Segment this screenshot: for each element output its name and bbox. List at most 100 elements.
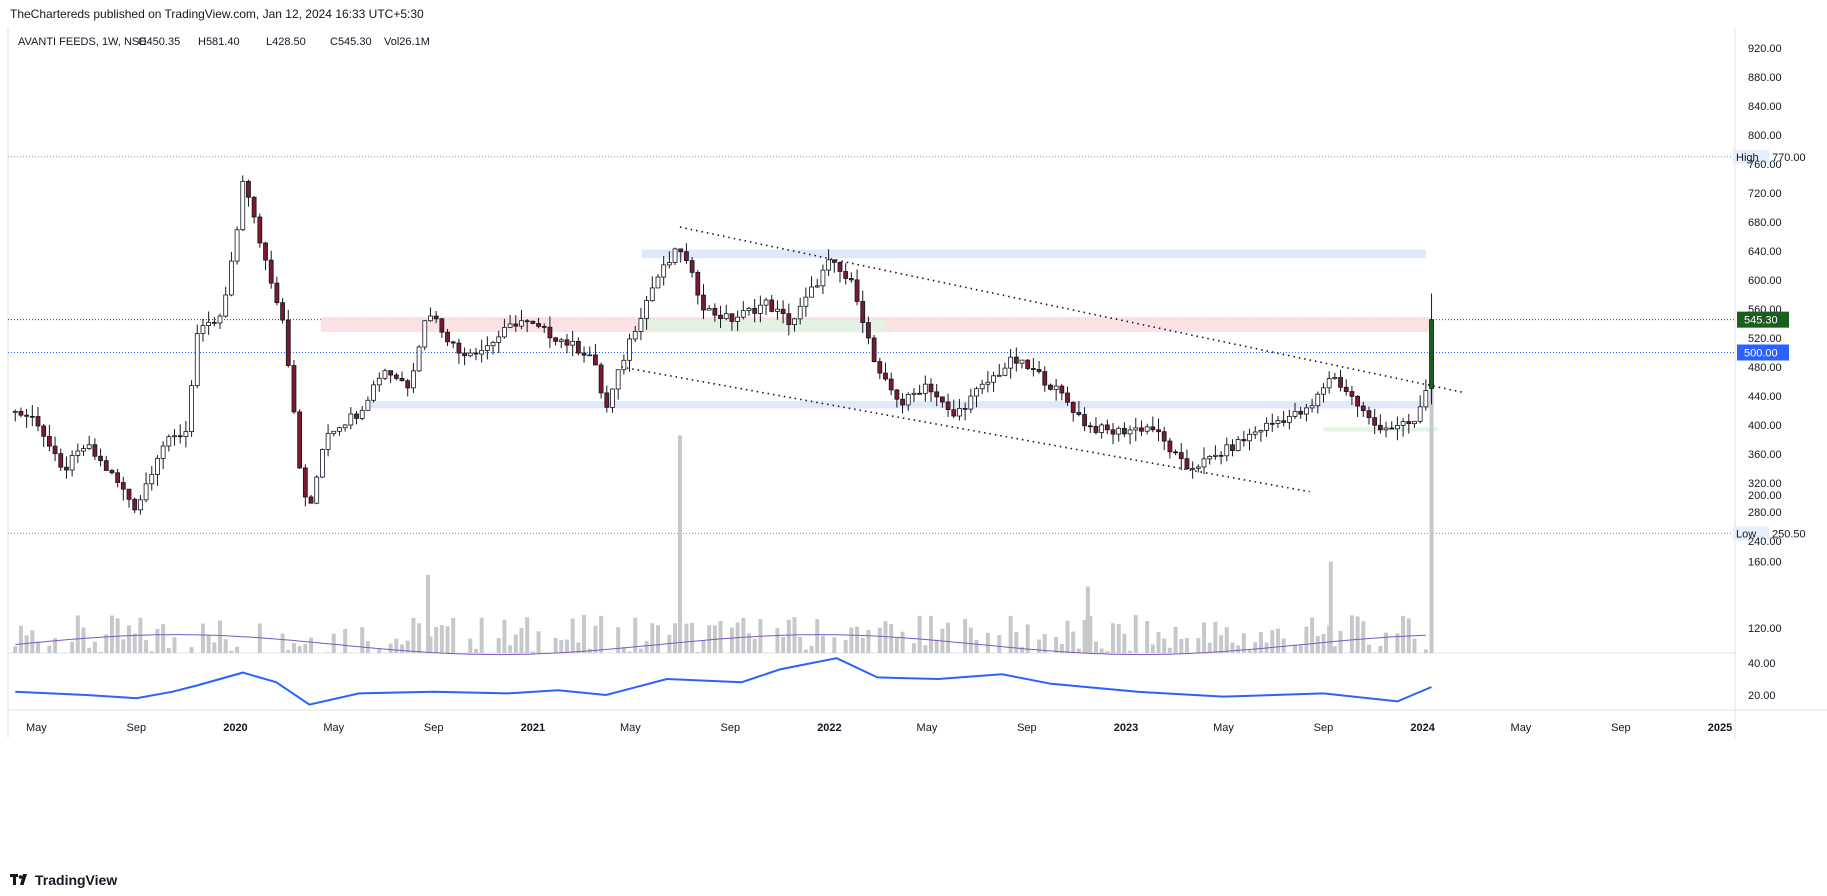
candle-body [974,388,979,397]
footer: TradingView [10,870,117,890]
volume-bar [479,617,484,653]
candle-body [1292,410,1298,417]
candle-body [1269,422,1275,425]
volume-bar [47,645,52,653]
candle-body [411,370,416,389]
candle-body [803,296,809,307]
candle-body [18,410,24,416]
marker-value-low: 250.50 [1772,528,1806,540]
candle-body [393,374,399,379]
legend-open: O450.35 [138,36,180,48]
candle-body [627,338,632,361]
volume-tick-label: 120.00 [1748,623,1782,635]
volume-bar [1116,624,1121,653]
candle-body [1275,420,1281,424]
candle-body [1167,440,1173,453]
volume-bar [1128,650,1133,653]
time-tick-label: Sep [721,722,741,734]
candle-body [98,455,103,462]
candle-body [1321,387,1326,395]
volume-bar [1037,639,1042,653]
price-tick-label: 520.00 [1748,333,1782,345]
volume-bar [781,636,786,653]
candle-body [502,326,507,338]
volume-bar [206,635,211,653]
volume-bar [1338,630,1343,653]
volume-bar [564,639,569,653]
candle-body [1195,466,1201,469]
candle-body [979,383,985,390]
candle-body [137,499,143,511]
time-tick-label: Sep [1611,722,1631,734]
candle-body [587,354,593,357]
time-tick-label: Sep [127,722,147,734]
marker-tag-low [1733,526,1769,541]
time-tick-label: 2021 [521,722,545,734]
time-tick-label: May [26,722,47,734]
volume-bar [627,651,632,653]
volume-bar [1111,623,1116,653]
volume-bar [360,627,365,653]
zone-blue-0 [641,249,1426,259]
volume-bar [235,646,240,653]
chart-frame[interactable]: High 770.00 Low 250.50 920.00 880.00 840.00 800… [0,28,1827,864]
candle-body [820,269,826,287]
time-tick-label: May [1213,722,1234,734]
candle-body [701,294,706,311]
candle-body [1150,426,1156,431]
candle-body [911,392,917,395]
price-tick-label: 600.00 [1748,275,1782,287]
volume-bar [1270,630,1275,653]
volume-bar [1224,627,1229,653]
volume-bar [690,622,695,653]
volume-bar [377,648,382,653]
price-tick-label: 440.00 [1748,391,1782,403]
legend: AVANTI FEEDS, 1W, NSE O450.35 H581.40 L4… [18,36,430,48]
volume-bar [729,627,734,653]
candle-body [342,424,348,429]
volume-bar [798,636,803,653]
candle-body [632,330,638,340]
candle-body [359,409,365,419]
price-tick-label: 640.00 [1748,246,1782,258]
axes-layer: High 770.00 Low 250.50 920.00 880.00 840.00 800… [26,43,1806,734]
candle-body [109,470,115,474]
volume-bar [1145,621,1150,653]
volume-bar [701,640,706,653]
candle-body [649,287,655,301]
candle-body [268,259,274,284]
volume-bar [1241,633,1246,653]
candle-body [792,318,797,326]
candle-body [706,308,712,311]
candle-body [695,271,701,296]
price-chart[interactable]: High 770.00 Low 250.50 920.00 880.00 840.00 800… [0,28,1827,864]
candle-body [1423,390,1429,408]
volume-bar [530,651,535,653]
candle-body [120,482,126,490]
candle-body [712,308,718,316]
candle-body [530,320,536,324]
volume-bar [161,624,166,653]
volume-bar [1236,645,1241,653]
time-tick-label: May [1511,722,1532,734]
time-tick-label: Sep [1314,722,1334,734]
time-tick-label: 2020 [223,722,247,734]
candle-body [1093,425,1099,433]
candle-body [996,374,1002,377]
volume-bar [200,623,205,653]
candle-body [1349,391,1355,397]
candle-body [445,331,450,343]
volume-bar [866,629,871,653]
candle-body [1127,429,1133,435]
candle-body [126,488,132,500]
volume-bar [388,643,393,653]
volume-bar [525,617,530,653]
candle-body [194,333,200,387]
price-tick-label: 880.00 [1748,72,1782,84]
volume-bar [1025,624,1030,653]
candle-body [1207,456,1213,460]
volume-bar [218,620,223,653]
volume-bar [149,651,154,653]
volume-bar [1173,626,1178,653]
volume-tick-label: 160.00 [1748,557,1782,569]
